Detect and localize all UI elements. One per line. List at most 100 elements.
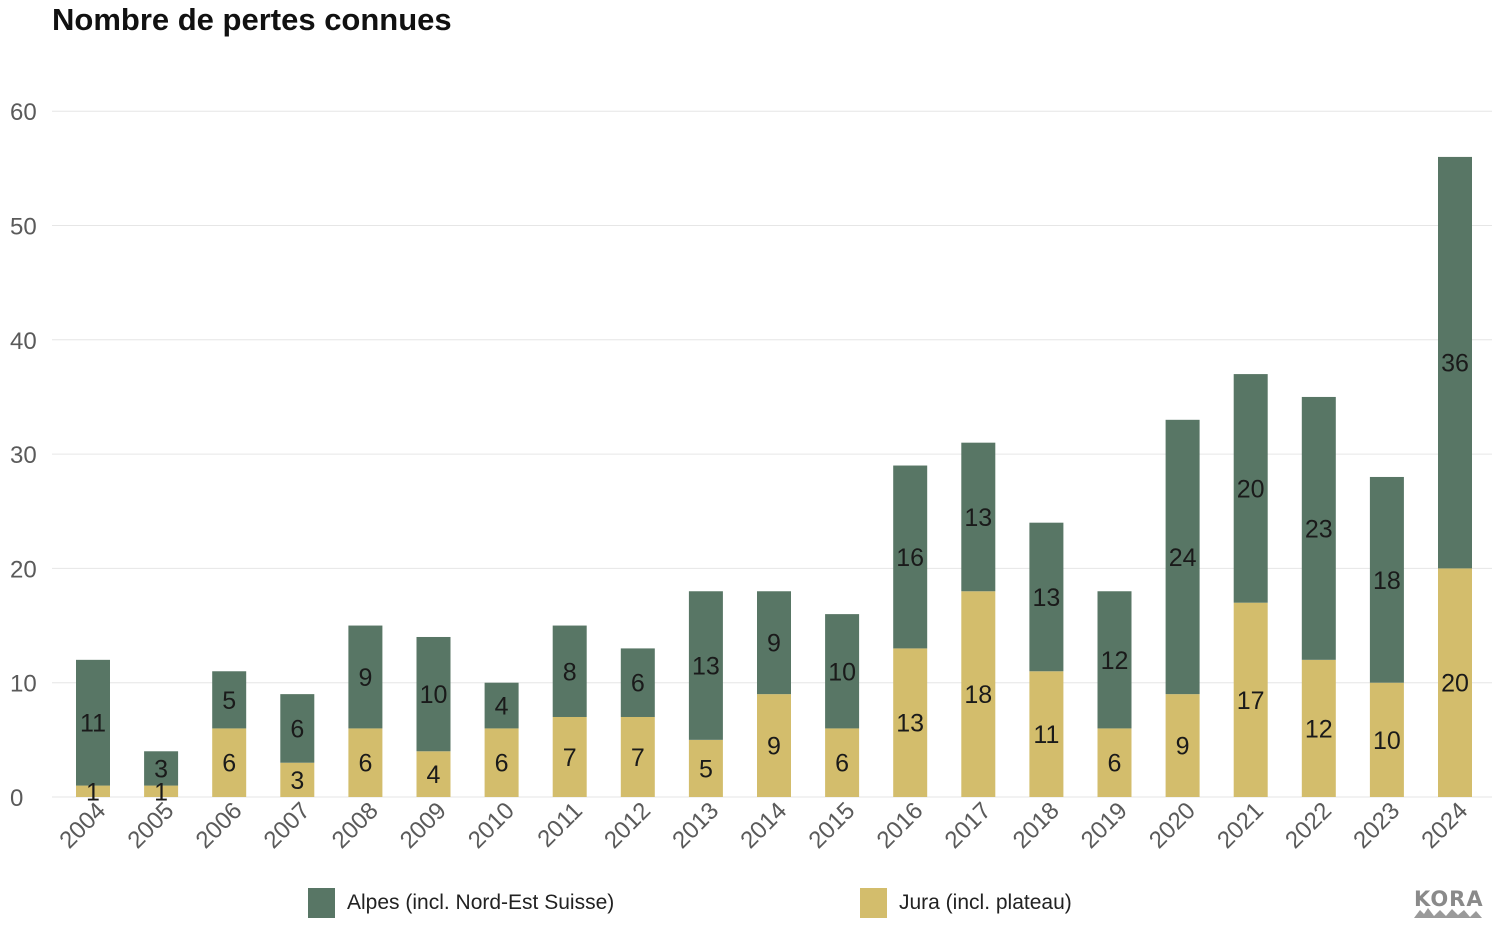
data-label-alpes-2012: 6 (631, 670, 645, 698)
x-tick-label-2014: 2014 (735, 797, 792, 854)
bar-alpes-2021 (1233, 374, 1268, 603)
bar-alpes-2012 (620, 648, 655, 717)
bar-jura-2017 (961, 591, 996, 797)
data-label-jura-2021: 17 (1237, 687, 1265, 715)
bar-alpes-2004 (76, 659, 110, 786)
data-label-alpes-2006: 5 (222, 687, 236, 715)
bar-jura-2008 (348, 728, 383, 797)
data-label-alpes-2023: 18 (1373, 567, 1401, 595)
data-label-jura-2009: 4 (427, 761, 441, 789)
chart-title: Nombre de pertes connues (52, 2, 452, 37)
data-label-alpes-2005: 3 (154, 755, 168, 783)
kora-logo: KORA (1412, 886, 1484, 920)
data-label-alpes-2007: 6 (290, 715, 304, 743)
logo-animals-icon (1414, 908, 1482, 918)
x-tick-label-2005: 2005 (122, 797, 179, 854)
y-tick-label-20: 20 (10, 556, 37, 583)
y-tick-label-10: 10 (10, 671, 37, 698)
data-label-jura-2013: 5 (699, 755, 713, 783)
bar-jura-2009 (416, 751, 451, 797)
data-label-jura-2020: 9 (1176, 733, 1190, 761)
bar-jura-2023 (1369, 682, 1404, 797)
data-label-alpes-2019: 12 (1101, 647, 1129, 675)
data-label-alpes-2013: 13 (692, 653, 720, 681)
x-tick-label-2021: 2021 (1212, 797, 1269, 854)
bar-jura-2004 (76, 785, 110, 797)
data-label-jura-2017: 18 (964, 681, 992, 709)
bar-alpes-2014 (757, 591, 791, 695)
x-tick-label-2019: 2019 (1076, 797, 1133, 854)
y-tick-label-50: 50 (10, 214, 37, 241)
data-label-jura-2014: 9 (767, 733, 781, 761)
y-tick-label-30: 30 (10, 442, 37, 469)
bar-jura-2012 (620, 716, 655, 797)
x-tick-label-2016: 2016 (872, 797, 929, 854)
x-tick-label-2011: 2011 (532, 797, 588, 853)
data-label-alpes-2015: 10 (828, 658, 856, 686)
data-label-jura-2015: 6 (835, 750, 849, 778)
data-label-alpes-2020: 24 (1169, 544, 1197, 572)
data-label-alpes-2011: 8 (563, 658, 577, 686)
bar-jura-2006 (212, 728, 247, 797)
bar-alpes-2010 (484, 682, 519, 729)
bar-jura-2014 (757, 694, 791, 797)
bar-jura-2015 (825, 728, 860, 797)
data-label-alpes-2010: 4 (495, 693, 509, 721)
y-axis-ticks: 0 10 20 30 40 50 60 (10, 99, 37, 812)
bar-alpes-2006 (212, 671, 247, 729)
bar-alpes-2019 (1097, 591, 1132, 729)
data-label-alpes-2016: 16 (896, 544, 924, 572)
x-tick-label-2013: 2013 (667, 797, 724, 854)
data-label-alpes-2021: 20 (1237, 475, 1265, 503)
bar-jura-2020 (1165, 694, 1200, 797)
x-tick-label-2015: 2015 (803, 797, 860, 854)
bar-alpes-2009 (416, 636, 451, 752)
bar-alpes-2011 (552, 625, 587, 717)
logo-mark-icon: KORA (1414, 887, 1483, 918)
data-label-jura-2022: 12 (1305, 715, 1333, 743)
data-label-jura-2019: 6 (1108, 750, 1122, 778)
x-tick-label-2007: 2007 (259, 797, 316, 854)
bar-jura-2005 (144, 785, 179, 797)
bar-alpes-2016 (893, 465, 928, 649)
bar-jura-2007 (280, 762, 315, 797)
bar-alpes-2005 (144, 751, 179, 786)
x-tick-label-2006: 2006 (191, 797, 248, 854)
bar-jura-2021 (1233, 602, 1268, 797)
data-label-alpes-2022: 23 (1305, 515, 1333, 543)
bar-alpes-2023 (1369, 476, 1404, 683)
bar-jura-2018 (1029, 671, 1064, 797)
x-axis-ticks: 2004 2005 2006 2007 2008 2009 2010 2011 2012 2013… (54, 797, 1473, 854)
bar-alpes-2024 (1438, 156, 1472, 569)
data-label-alpes-2008: 9 (358, 664, 372, 692)
x-tick-label-2012: 2012 (599, 797, 656, 854)
data-label-jura-2006: 6 (222, 750, 236, 778)
data-label-jura-2011: 7 (563, 744, 577, 772)
data-label-jura-2024: 20 (1441, 670, 1469, 698)
bar-alpes-2018 (1029, 522, 1064, 672)
bar-alpes-2013 (688, 591, 723, 740)
bar-jura-2016 (893, 648, 928, 797)
data-label-jura-2012: 7 (631, 744, 645, 772)
data-label-jura-2008: 6 (358, 750, 372, 778)
bar-jura-2011 (552, 716, 587, 797)
bar-jura-2022 (1301, 659, 1336, 797)
data-label-alpes-2014: 9 (767, 630, 781, 658)
x-tick-label-2010: 2010 (463, 797, 520, 854)
data-label-alpes-2024: 36 (1441, 350, 1469, 378)
data-label-jura-2007: 3 (290, 767, 304, 795)
bar-alpes-2020 (1165, 419, 1200, 695)
x-tick-label-2020: 2020 (1144, 797, 1201, 854)
x-tick-label-2008: 2008 (327, 797, 384, 854)
bar-alpes-2008 (348, 625, 383, 729)
x-tick-label-2004: 2004 (54, 797, 111, 854)
bar-jura-2024 (1438, 568, 1472, 797)
data-label-jura-2016: 13 (896, 710, 924, 738)
bars (76, 156, 1472, 797)
data-label-alpes-2009: 10 (420, 681, 448, 709)
bar-alpes-2007 (280, 694, 315, 763)
y-tick-label-0: 0 (10, 785, 23, 812)
data-label-alpes-2017: 13 (964, 504, 992, 532)
